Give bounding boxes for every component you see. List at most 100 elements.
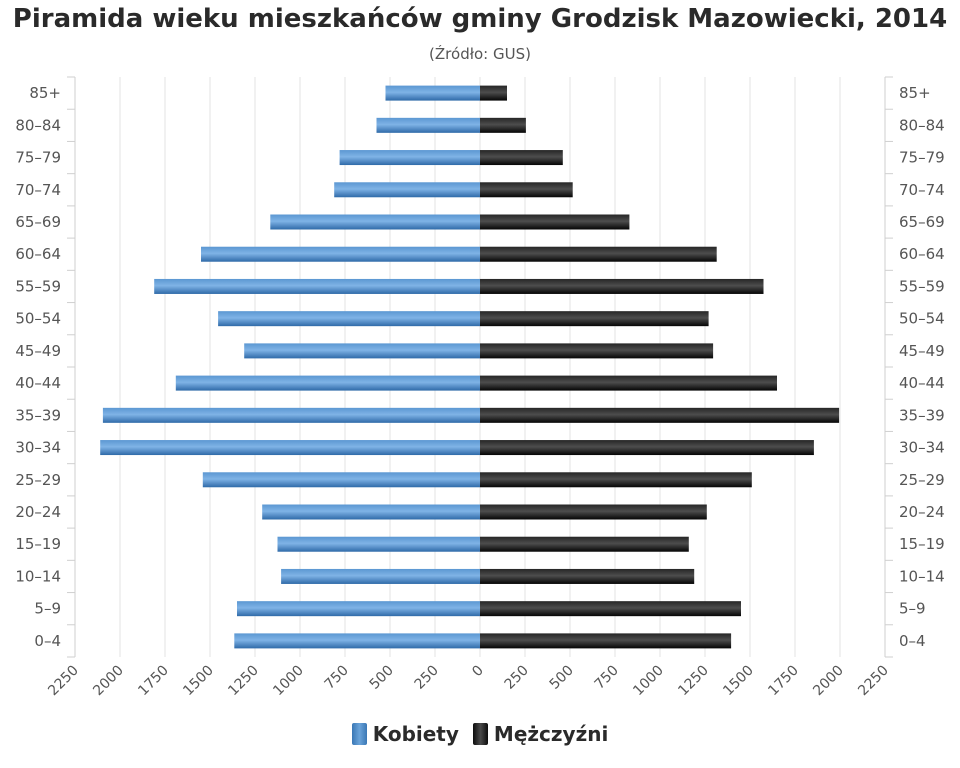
y-tick-label-right: 30–34 <box>899 439 945 457</box>
bar-women <box>334 182 480 198</box>
x-tick-label: 1000 <box>630 663 667 700</box>
bar-women <box>201 246 480 262</box>
bar-men <box>480 182 573 198</box>
y-tick-label-left: 80–84 <box>15 116 61 134</box>
y-tick-label-right: 15–19 <box>899 535 945 553</box>
y-tick-label-right: 55–59 <box>899 277 945 295</box>
y-tick-label-left: 45–49 <box>15 342 61 360</box>
bar-men <box>480 278 764 294</box>
x-tick-label: 2000 <box>90 663 127 700</box>
bar-women <box>234 633 480 649</box>
bar-men <box>480 472 752 488</box>
x-tick-label: 1500 <box>720 663 757 700</box>
legend: Kobiety Mężczyźni <box>0 722 960 746</box>
bar-women <box>376 117 480 133</box>
x-tick-label: 1750 <box>135 663 172 700</box>
bar-men <box>480 117 526 133</box>
bar-men <box>480 85 507 101</box>
y-tick-label-right: 50–54 <box>899 310 945 328</box>
bar-women <box>175 375 481 391</box>
y-tick-label-left: 40–44 <box>15 374 61 392</box>
x-tick-label: 250 <box>412 663 442 693</box>
bar-men <box>480 407 840 423</box>
bar-women <box>281 568 480 584</box>
legend-label-women: Kobiety <box>372 722 459 746</box>
x-tick-label: 2250 <box>45 663 82 700</box>
x-tick-label: 2000 <box>810 663 847 700</box>
y-tick-label-left: 75–79 <box>15 149 61 167</box>
y-tick-label-right: 60–64 <box>899 245 945 263</box>
bar-men <box>480 246 717 262</box>
bar-women <box>262 504 480 520</box>
y-tick-label-right: 40–44 <box>899 374 945 392</box>
y-tick-label-left: 55–59 <box>15 277 61 295</box>
y-tick-label-right: 35–39 <box>899 406 945 424</box>
chart-title: Piramida wieku mieszkańców gminy Grodzis… <box>12 4 948 34</box>
bar-women <box>385 85 480 101</box>
bar-men <box>480 568 695 584</box>
y-tick-label-right: 65–69 <box>899 213 945 231</box>
y-tick-label-right: 75–79 <box>899 149 945 167</box>
y-tick-label-right: 45–49 <box>899 342 945 360</box>
bar-men <box>480 504 707 520</box>
y-tick-label-right: 20–24 <box>899 503 945 521</box>
chart-subtitle: (Źródło: GUS) <box>429 45 531 63</box>
y-tick-label-left: 35–39 <box>15 406 61 424</box>
y-tick-label-right: 0–4 <box>899 632 926 650</box>
x-tick-label: 0 <box>469 663 487 681</box>
y-tick-label-left: 30–34 <box>15 439 61 457</box>
legend-swatch-men <box>472 723 488 745</box>
bar-women <box>102 407 481 423</box>
y-tick-label-left: 60–64 <box>15 245 61 263</box>
x-tick-label: 2250 <box>855 663 892 700</box>
y-tick-label-left: 65–69 <box>15 213 61 231</box>
bar-men <box>480 150 563 166</box>
y-tick-label-right: 70–74 <box>899 181 945 199</box>
y-tick-label-left: 0–4 <box>34 632 61 650</box>
y-tick-label-left: 25–29 <box>15 471 61 489</box>
x-tick-label: 750 <box>322 663 352 693</box>
x-tick-label: 250 <box>502 663 532 693</box>
legend-item-women[interactable]: Kobiety <box>351 722 459 746</box>
x-tick-label: 1250 <box>225 663 262 700</box>
legend-item-men[interactable]: Mężczyźni <box>472 722 609 746</box>
y-tick-label-right: 5–9 <box>899 600 926 618</box>
y-tick-label-left: 5–9 <box>34 600 61 618</box>
legend-label-men: Mężczyźni <box>493 722 609 746</box>
x-tick-label: 500 <box>367 663 397 693</box>
bar-women <box>270 214 480 230</box>
bar-men <box>480 601 741 617</box>
bars <box>100 85 840 649</box>
legend-swatch-women <box>351 723 367 745</box>
x-tick-label: 750 <box>592 663 622 693</box>
bar-men <box>480 311 709 327</box>
y-tick-label-left: 15–19 <box>15 535 61 553</box>
y-tick-label-left: 20–24 <box>15 503 61 521</box>
x-tick-label: 500 <box>547 663 577 693</box>
bar-men <box>480 536 689 552</box>
y-tick-label-left: 70–74 <box>15 181 61 199</box>
y-tick-label-left: 85+ <box>29 84 61 102</box>
bar-women <box>277 536 480 552</box>
y-tick-label-right: 25–29 <box>899 471 945 489</box>
bar-men <box>480 343 714 359</box>
bar-women <box>100 440 480 456</box>
x-tick-label: 1250 <box>675 663 712 700</box>
y-tick-label-right: 80–84 <box>899 116 945 134</box>
y-tick-label-left: 50–54 <box>15 310 61 328</box>
bar-women <box>154 278 480 294</box>
bar-women <box>218 311 480 327</box>
bar-men <box>480 633 732 649</box>
bar-men <box>480 440 814 456</box>
bar-men <box>480 375 777 391</box>
bar-women <box>339 150 480 166</box>
x-tick-label: 1000 <box>270 663 307 700</box>
y-tick-label-left: 10–14 <box>15 567 61 585</box>
bar-women <box>237 601 480 617</box>
bar-men <box>480 214 630 230</box>
x-tick-label: 1500 <box>180 663 217 700</box>
bar-women <box>202 472 481 488</box>
y-tick-label-right: 10–14 <box>899 567 945 585</box>
